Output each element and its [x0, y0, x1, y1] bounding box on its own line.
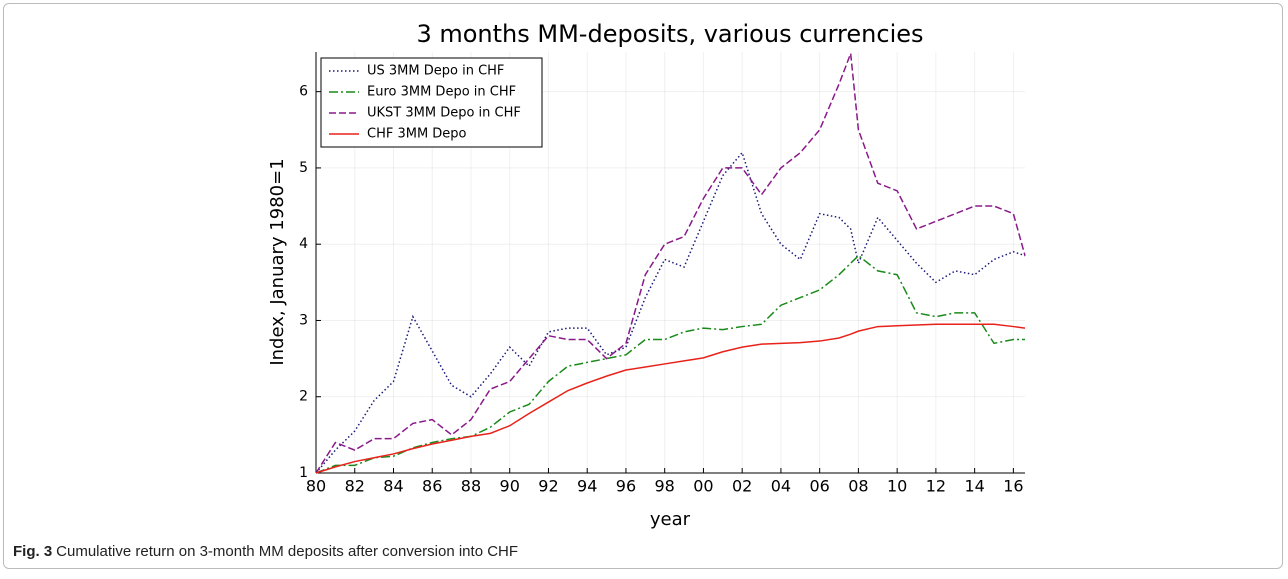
- series-line: [315, 53, 1026, 474]
- x-tick-label: 10: [887, 477, 907, 496]
- caption-text: Cumulative return on 3-month MM deposits…: [56, 543, 519, 560]
- x-tick-label: 16: [1003, 477, 1023, 496]
- caption: Fig. 3 Cumulative return on 3-month MM de…: [13, 543, 518, 560]
- y-tick-label: 2: [299, 389, 308, 405]
- x-tick-label: 02: [732, 477, 752, 496]
- y-tick-label: 1: [299, 465, 308, 481]
- x-tick-label: 14: [964, 477, 984, 496]
- x-tick-label: 86: [422, 477, 442, 496]
- series-line: [315, 151, 1026, 474]
- x-tick-label: 00: [693, 477, 713, 496]
- x-tick-label: 06: [809, 477, 829, 496]
- x-tick-label: 96: [616, 477, 636, 496]
- x-tick-label: 80: [306, 477, 326, 496]
- y-tick-label: 5: [299, 160, 308, 176]
- x-tick-label: 92: [538, 477, 558, 496]
- caption-label: Fig. 3: [13, 543, 53, 560]
- y-axis-label: Index, January 1980=1: [267, 158, 288, 365]
- legend-label: UKST 3MM Depo in CHF: [367, 106, 521, 121]
- chart: 3 months MM-deposits, various currencies…: [267, 20, 1026, 530]
- x-tick-label: 94: [577, 477, 597, 496]
- x-tick-label: 82: [345, 477, 365, 496]
- x-tick-label: 98: [655, 477, 675, 496]
- x-tick-label: 12: [926, 477, 946, 496]
- series-line: [315, 254, 1025, 474]
- legend-label: Euro 3MM Depo in CHF: [367, 85, 516, 100]
- legend-label: US 3MM Depo in CHF: [367, 64, 504, 79]
- x-tick-label: 08: [848, 477, 868, 496]
- x-tick-label: 90: [500, 477, 520, 496]
- y-tick-label: 3: [299, 312, 308, 328]
- legend-box: [320, 57, 543, 148]
- x-tick-label: 88: [461, 477, 481, 496]
- legend-label: CHF 3MM Depo: [367, 127, 467, 142]
- chart-title: 3 months MM-deposits, various currencies: [416, 20, 923, 48]
- series-line: [315, 323, 1026, 474]
- legend: US 3MM Depo in CHF Euro 3MM Depo in CHF UK…: [320, 57, 543, 148]
- y-tick-label: 4: [299, 236, 308, 252]
- x-axis-label: year: [650, 509, 691, 530]
- x-tick-label: 84: [383, 477, 403, 496]
- figure-frame: [3, 3, 1283, 569]
- y-tick-label: 6: [299, 84, 308, 100]
- x-tick-label: 04: [771, 477, 791, 496]
